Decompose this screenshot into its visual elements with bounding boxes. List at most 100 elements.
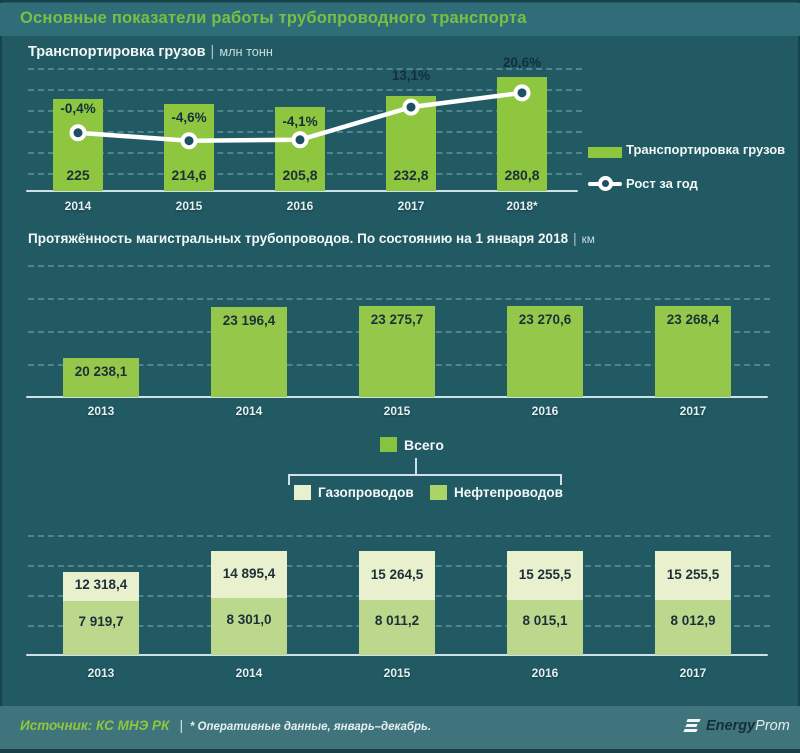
oil-value-label-2014: 8 301,0 [226, 611, 272, 627]
header-band [0, 3, 800, 36]
length-value-label-2013: 20 238,1 [74, 364, 128, 380]
footnote-text: * Оперативные данные, январь–декабрь. [189, 721, 432, 733]
energyprom-logo: EnergyProm [683, 718, 790, 734]
source-line: Источник: КС МНЭ РК | * Оперативные данные… [20, 718, 431, 733]
x-axis-length [26, 396, 768, 398]
oil-value-label-2017: 8 012,9 [670, 613, 716, 629]
length-value-label-2014: 23 196,4 [222, 313, 276, 329]
growth-percent-label-2014: -0,4% [60, 101, 96, 116]
source-text: Источник: КС МНЭ РК [20, 718, 170, 733]
legend-label-transport: Транспортировка грузов [626, 142, 786, 157]
page-title: Основные показатели работы трубопроводно… [20, 9, 527, 27]
year-label-3-2014: 2014 [235, 666, 263, 680]
transport-chart-title-text: Транспортировка грузов [28, 44, 206, 60]
logo-text-bold: Energy [706, 718, 756, 734]
year-label-2-2016: 2016 [531, 404, 559, 418]
logo-text-light: Prom [755, 718, 790, 734]
gas-value-label-2013: 12 318,4 [74, 577, 128, 593]
bracket-stem [415, 458, 417, 475]
year-label-2018*: 2018* [506, 199, 538, 213]
year-label-2014: 2014 [64, 199, 92, 213]
growth-percent-label-2016: -4,1% [282, 114, 318, 129]
oil-segment-2013 [63, 601, 139, 655]
energyprom-logo-text: EnergyProm [706, 718, 790, 734]
year-label-3-2017: 2017 [679, 666, 707, 680]
year-label-2-2017: 2017 [679, 404, 707, 418]
length-chart-title: Протяжённость магистральных трубопроводо… [28, 231, 595, 246]
transport-value-label-2018*: 280,8 [504, 167, 540, 183]
bracket-tick-right [560, 474, 562, 485]
title-separator-2: | [573, 231, 577, 246]
year-label-2016: 2016 [286, 199, 314, 213]
length-value-label-2017: 23 268,4 [666, 311, 720, 327]
bracket-tick-left [288, 474, 290, 485]
oil-value-label-2015: 8 011,2 [374, 613, 420, 629]
growth-percent-label-2018*: 20,6% [502, 55, 542, 70]
transport-value-label-2014: 225 [66, 167, 90, 183]
x-axis-transport [26, 190, 578, 192]
growth-percent-label-2017: 13,1% [391, 68, 431, 83]
legend-swatch-gas [294, 485, 311, 500]
legend-label-oil: Нефтепроводов [454, 485, 563, 500]
length-chart-title-text: Протяжённость магистральных трубопроводо… [28, 231, 569, 246]
footer-band [0, 706, 800, 749]
length-total-bar-2014 [211, 307, 287, 397]
year-label-2-2013: 2013 [87, 404, 115, 418]
gridline [28, 535, 770, 537]
gas-segment-2013 [63, 571, 139, 602]
year-label-2017: 2017 [397, 199, 425, 213]
oil-segment-2016 [507, 600, 583, 655]
length-value-label-2016: 23 270,6 [518, 311, 572, 327]
transport-value-label-2017: 232,8 [393, 167, 429, 183]
gas-value-label-2014: 14 895,4 [222, 565, 276, 581]
year-label-2-2015: 2015 [383, 404, 411, 418]
gas-segment-2016 [507, 551, 583, 601]
transport-chart-title: Транспортировка грузов | млн тонн [28, 44, 273, 60]
length-total-bar-2013 [63, 358, 139, 397]
legend-swatch-total [380, 437, 397, 452]
legend-swatch-oil [430, 485, 447, 500]
x-axis-breakdown [26, 654, 768, 656]
gas-segment-2017 [655, 551, 731, 601]
gridline [28, 265, 770, 267]
oil-value-label-2016: 8 015,1 [522, 613, 568, 629]
legend-label-gas: Газопроводов [318, 485, 414, 500]
transport-chart-unit: млн тонн [219, 44, 273, 59]
legend-label-growth: Рост за год [626, 176, 698, 191]
energyprom-logo-icon [683, 718, 701, 734]
gas-value-label-2016: 15 255,5 [518, 566, 572, 582]
length-total-bar-2015 [359, 305, 435, 397]
growth-percent-label-2015: -4,6% [171, 110, 207, 125]
bracket-horizontal [288, 474, 562, 476]
length-value-label-2015: 23 275,7 [370, 311, 424, 327]
oil-segment-2014 [211, 598, 287, 655]
oil-segment-2017 [655, 600, 731, 655]
length-total-bar-2016 [507, 305, 583, 397]
oil-segment-2015 [359, 600, 435, 655]
gas-segment-2015 [359, 551, 435, 601]
gridline [28, 298, 770, 300]
gas-value-label-2015: 15 264,5 [370, 566, 424, 582]
year-label-3-2016: 2016 [531, 666, 559, 680]
title-separator: | [210, 44, 215, 60]
year-label-3-2013: 2013 [87, 666, 115, 680]
gridline [28, 68, 582, 70]
length-chart-unit: км [581, 232, 595, 246]
gas-segment-2014 [211, 551, 287, 599]
year-label-2015: 2015 [175, 199, 203, 213]
footer-separator: | [179, 718, 183, 733]
gridline [28, 89, 582, 91]
transport-value-label-2015: 214,6 [171, 167, 207, 183]
legend-circle-marker-icon [598, 176, 613, 191]
transport-value-label-2016: 205,8 [282, 167, 318, 183]
gas-value-label-2017: 15 255,5 [666, 566, 720, 582]
footer-bottom-edge [0, 749, 800, 753]
length-total-bar-2017 [655, 305, 731, 397]
legend-label-total: Всего [404, 437, 444, 453]
oil-value-label-2013: 7 919,7 [78, 613, 124, 629]
legend-swatch-transport [588, 147, 622, 158]
year-label-2-2014: 2014 [235, 404, 263, 418]
year-label-3-2015: 2015 [383, 666, 411, 680]
